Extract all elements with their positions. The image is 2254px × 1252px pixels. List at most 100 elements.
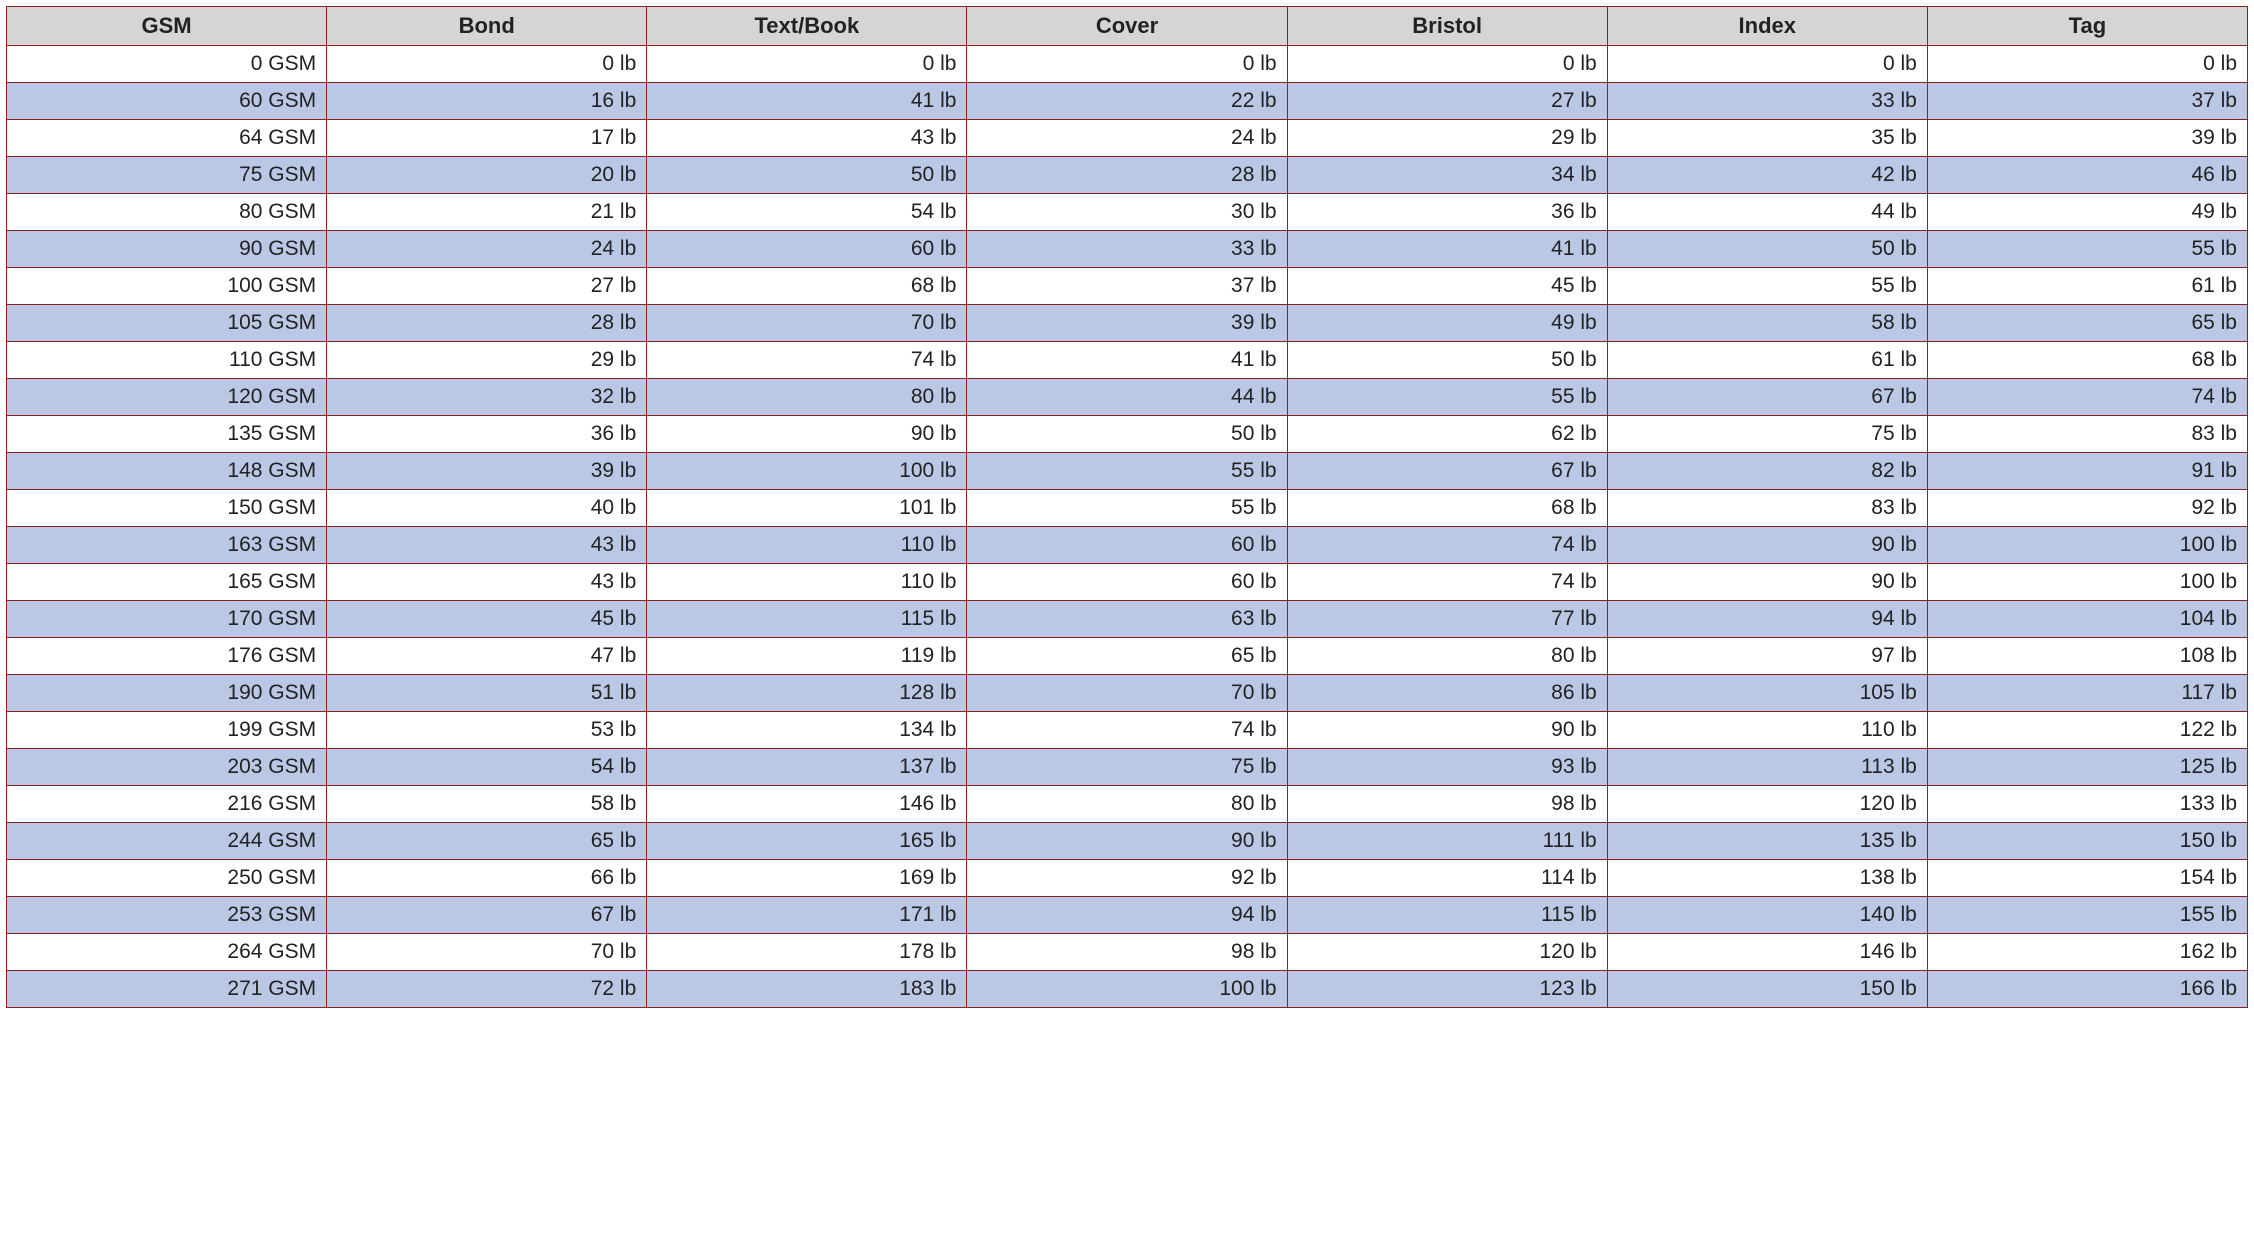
- table-cell: 41 lb: [967, 342, 1287, 379]
- table-cell: 29 lb: [327, 342, 647, 379]
- table-cell: 100 lb: [1927, 527, 2247, 564]
- table-cell: 0 lb: [647, 46, 967, 83]
- table-cell: 146 lb: [1607, 934, 1927, 971]
- table-cell: 39 lb: [967, 305, 1287, 342]
- table-cell: 0 lb: [1287, 46, 1607, 83]
- table-cell: 104 lb: [1927, 601, 2247, 638]
- table-cell: 55 lb: [1927, 231, 2247, 268]
- col-header-textbook: Text/Book: [647, 7, 967, 46]
- table-row: 105 GSM28 lb70 lb39 lb49 lb58 lb65 lb: [7, 305, 2248, 342]
- table-cell: 90 lb: [967, 823, 1287, 860]
- table-cell: 65 lb: [1927, 305, 2247, 342]
- col-header-bond: Bond: [327, 7, 647, 46]
- table-cell: 50 lb: [1607, 231, 1927, 268]
- table-cell: 16 lb: [327, 83, 647, 120]
- table-cell: 24 lb: [967, 120, 1287, 157]
- table-row: 253 GSM67 lb171 lb94 lb115 lb140 lb155 l…: [7, 897, 2248, 934]
- table-cell: 110 lb: [647, 527, 967, 564]
- table-cell: 55 lb: [967, 453, 1287, 490]
- table-cell: 22 lb: [967, 83, 1287, 120]
- col-header-gsm: GSM: [7, 7, 327, 46]
- table-cell: 111 lb: [1287, 823, 1607, 860]
- table-cell: 148 GSM: [7, 453, 327, 490]
- table-cell: 21 lb: [327, 194, 647, 231]
- table-cell: 176 GSM: [7, 638, 327, 675]
- table-cell: 44 lb: [1607, 194, 1927, 231]
- table-cell: 55 lb: [1607, 268, 1927, 305]
- table-cell: 165 lb: [647, 823, 967, 860]
- table-cell: 54 lb: [647, 194, 967, 231]
- table-cell: 90 lb: [647, 416, 967, 453]
- table-cell: 0 GSM: [7, 46, 327, 83]
- table-cell: 37 lb: [967, 268, 1287, 305]
- table-cell: 51 lb: [327, 675, 647, 712]
- table-cell: 114 lb: [1287, 860, 1607, 897]
- table-cell: 171 lb: [647, 897, 967, 934]
- table-cell: 94 lb: [1607, 601, 1927, 638]
- table-cell: 93 lb: [1287, 749, 1607, 786]
- table-cell: 43 lb: [327, 527, 647, 564]
- table-cell: 58 lb: [1607, 305, 1927, 342]
- table-cell: 82 lb: [1607, 453, 1927, 490]
- table-cell: 20 lb: [327, 157, 647, 194]
- table-cell: 77 lb: [1287, 601, 1607, 638]
- table-cell: 80 lb: [967, 786, 1287, 823]
- table-cell: 42 lb: [1607, 157, 1927, 194]
- table-cell: 61 lb: [1607, 342, 1927, 379]
- table-cell: 264 GSM: [7, 934, 327, 971]
- table-cell: 169 lb: [647, 860, 967, 897]
- table-row: 80 GSM21 lb54 lb30 lb36 lb44 lb49 lb: [7, 194, 2248, 231]
- table-cell: 40 lb: [327, 490, 647, 527]
- table-cell: 150 lb: [1607, 971, 1927, 1008]
- table-cell: 50 lb: [647, 157, 967, 194]
- table-cell: 50 lb: [1287, 342, 1607, 379]
- table-cell: 150 lb: [1927, 823, 2247, 860]
- table-cell: 74 lb: [967, 712, 1287, 749]
- table-cell: 100 lb: [967, 971, 1287, 1008]
- table-cell: 97 lb: [1607, 638, 1927, 675]
- table-cell: 271 GSM: [7, 971, 327, 1008]
- table-cell: 119 lb: [647, 638, 967, 675]
- table-cell: 80 lb: [1287, 638, 1607, 675]
- table-cell: 170 GSM: [7, 601, 327, 638]
- table-cell: 44 lb: [967, 379, 1287, 416]
- table-cell: 94 lb: [967, 897, 1287, 934]
- table-cell: 41 lb: [1287, 231, 1607, 268]
- table-cell: 113 lb: [1607, 749, 1927, 786]
- table-row: 244 GSM65 lb165 lb90 lb111 lb135 lb150 l…: [7, 823, 2248, 860]
- table-cell: 34 lb: [1287, 157, 1607, 194]
- table-cell: 46 lb: [1927, 157, 2247, 194]
- table-cell: 36 lb: [327, 416, 647, 453]
- table-cell: 43 lb: [647, 120, 967, 157]
- table-cell: 133 lb: [1927, 786, 2247, 823]
- table-cell: 92 lb: [1927, 490, 2247, 527]
- table-cell: 183 lb: [647, 971, 967, 1008]
- col-header-bristol: Bristol: [1287, 7, 1607, 46]
- table-cell: 27 lb: [1287, 83, 1607, 120]
- table-cell: 75 lb: [967, 749, 1287, 786]
- col-header-index: Index: [1607, 7, 1927, 46]
- table-row: 190 GSM51 lb128 lb70 lb86 lb105 lb117 lb: [7, 675, 2248, 712]
- table-cell: 138 lb: [1607, 860, 1927, 897]
- table-row: 60 GSM16 lb41 lb22 lb27 lb33 lb37 lb: [7, 83, 2248, 120]
- table-cell: 122 lb: [1927, 712, 2247, 749]
- table-cell: 0 lb: [1927, 46, 2247, 83]
- table-cell: 83 lb: [1927, 416, 2247, 453]
- table-cell: 117 lb: [1927, 675, 2247, 712]
- table-cell: 80 GSM: [7, 194, 327, 231]
- table-cell: 110 lb: [647, 564, 967, 601]
- table-cell: 61 lb: [1927, 268, 2247, 305]
- table-cell: 134 lb: [647, 712, 967, 749]
- table-cell: 67 lb: [1287, 453, 1607, 490]
- table-cell: 199 GSM: [7, 712, 327, 749]
- table-cell: 123 lb: [1287, 971, 1607, 1008]
- table-cell: 216 GSM: [7, 786, 327, 823]
- table-cell: 35 lb: [1607, 120, 1927, 157]
- table-cell: 128 lb: [647, 675, 967, 712]
- table-cell: 49 lb: [1287, 305, 1607, 342]
- table-cell: 28 lb: [327, 305, 647, 342]
- table-cell: 65 lb: [327, 823, 647, 860]
- table-cell: 66 lb: [327, 860, 647, 897]
- table-cell: 90 GSM: [7, 231, 327, 268]
- table-row: 90 GSM24 lb60 lb33 lb41 lb50 lb55 lb: [7, 231, 2248, 268]
